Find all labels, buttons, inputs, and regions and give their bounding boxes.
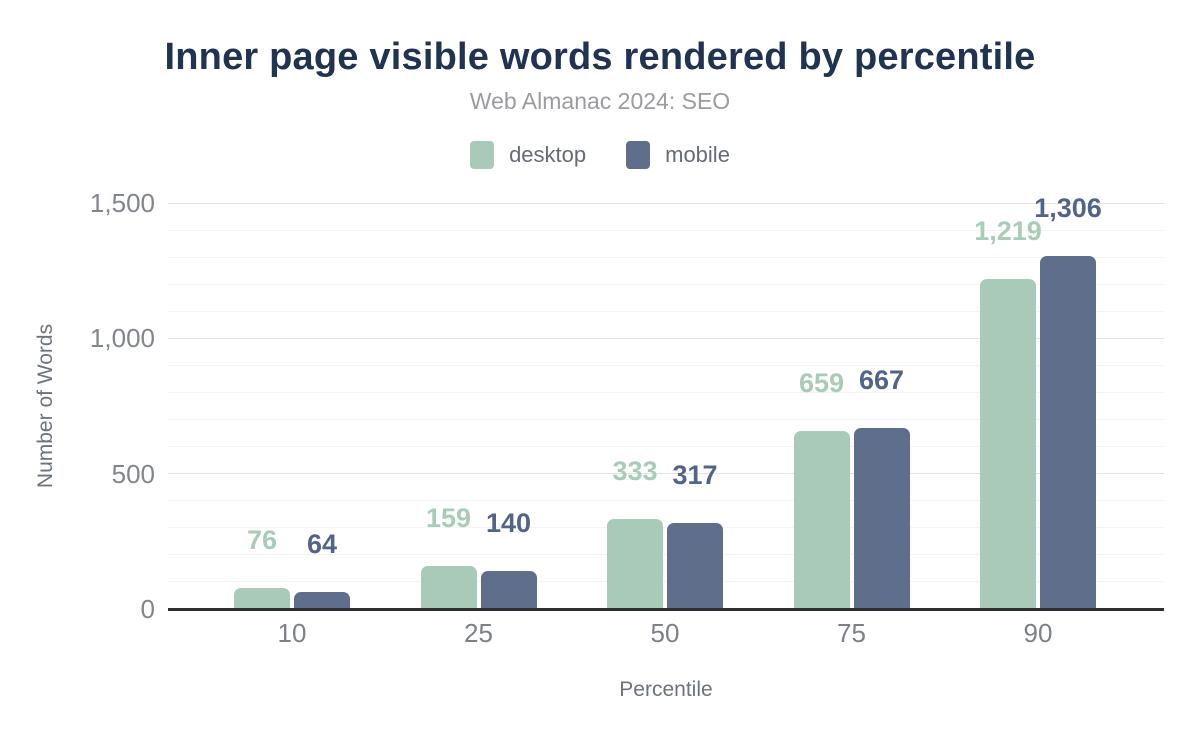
bar-label-mobile-p10: 64	[306, 528, 338, 559]
x-tick-label-10: 10	[277, 618, 307, 648]
bar-label-desktop-p90: 1,219	[974, 216, 1042, 247]
x-tick-label-25: 25	[464, 618, 493, 648]
gridline-minor-100	[168, 581, 1164, 583]
bar-mobile-p25	[480, 571, 537, 609]
bar-label-desktop-p10: 76	[246, 525, 278, 556]
y-tick-label-0: 0	[140, 594, 155, 624]
legend-label-desktop: desktop	[509, 142, 587, 167]
gridline-minor-700	[168, 419, 1164, 421]
legend-swatch-mobile	[626, 141, 651, 169]
x-axis-baseline	[168, 608, 1164, 611]
gridline-minor-900	[168, 364, 1164, 366]
gridline-minor-1100	[168, 310, 1164, 312]
gridline-minor-400	[168, 500, 1164, 502]
x-tick-label-75: 75	[837, 618, 866, 648]
bar-mobile-p10	[294, 591, 350, 609]
bar-desktop-p75	[793, 430, 850, 609]
bar-mobile-p50	[667, 523, 723, 609]
bar-label-desktop-p75: 659	[798, 367, 845, 398]
gridline-minor-600	[168, 446, 1164, 448]
y-tick-label-1,500: 1,500	[89, 188, 155, 218]
bar-mobile-p90	[1040, 255, 1096, 609]
bar-desktop-p25	[420, 565, 477, 609]
x-tick-label-90: 90	[1023, 618, 1053, 648]
gridline-major-1500	[168, 202, 1164, 204]
gridline-minor-1300	[168, 256, 1164, 258]
plot-area: 76 159 333 659 1,219 64 140 317 667 1,306	[168, 194, 1164, 611]
bar-label-mobile-p25: 140	[485, 508, 532, 539]
gridline-major-500	[168, 473, 1164, 475]
legend: desktop mobile	[0, 141, 1200, 169]
legend-label-mobile: mobile	[665, 142, 730, 167]
bar-label-mobile-p75: 667	[858, 365, 905, 396]
gridline-minor-300	[168, 527, 1164, 529]
bar-label-mobile-p90: 1,306	[1034, 192, 1102, 223]
y-tick-label-1,000: 1,000	[89, 323, 155, 354]
legend-item-desktop: desktop	[470, 141, 586, 169]
bar-mobile-p75	[853, 428, 910, 609]
bar-label-desktop-p50: 333	[612, 455, 658, 486]
bar-desktop-p50	[607, 518, 663, 609]
gridline-minor-1400	[168, 229, 1164, 231]
chart-title: Inner page visible words rendered by per…	[164, 36, 1036, 78]
x-tick-label-50: 50	[650, 618, 680, 648]
x-axis-title: Percentile	[619, 678, 713, 701]
gridline-minor-200	[168, 554, 1164, 556]
chart-subtitle: Web Almanac 2024: SEO	[469, 88, 731, 114]
gridline-major-1000	[168, 337, 1164, 339]
legend-item-mobile: mobile	[626, 141, 730, 169]
bar-desktop-p10	[234, 588, 290, 609]
bar-desktop-p90	[980, 279, 1036, 609]
y-tick-label-500: 500	[111, 458, 155, 489]
bar-label-mobile-p50: 317	[672, 460, 718, 491]
gridline-minor-800	[168, 391, 1164, 393]
bar-label-desktop-p25: 159	[425, 502, 472, 533]
gridline-minor-1200	[168, 283, 1164, 285]
legend-swatch-desktop	[470, 141, 495, 169]
